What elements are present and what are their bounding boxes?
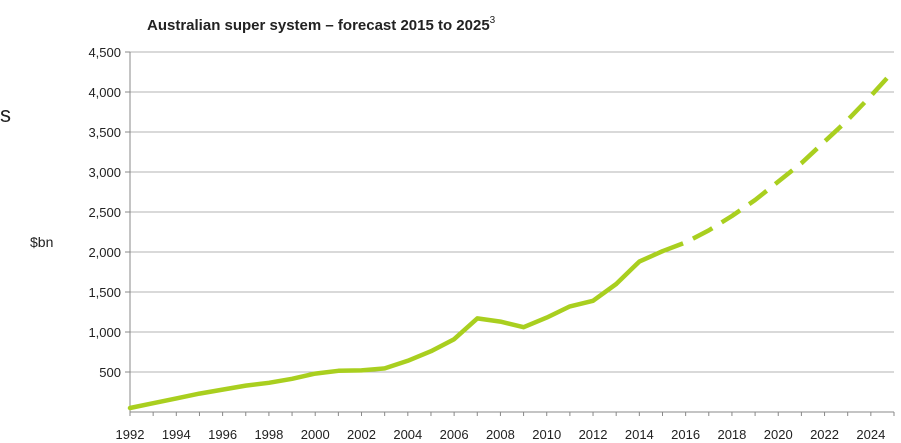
series-line-dashed — [661, 68, 896, 254]
y-axis-label: $bn — [30, 234, 53, 250]
x-tick-label-2020: 2020 — [764, 427, 793, 442]
x-tick-label-2016: 2016 — [671, 427, 700, 442]
y-tick-label-2000: 2,000 — [88, 245, 121, 260]
x-tick-label-2022: 2022 — [810, 427, 839, 442]
x-tick-label-1994: 1994 — [162, 427, 191, 442]
y-tick-label-1000: 1,000 — [88, 325, 121, 340]
y-tick-label-500: 500 — [99, 365, 121, 380]
y-tick-label-1500: 1,500 — [88, 285, 121, 300]
axes — [125, 51, 895, 416]
left-edge-text-fragment: s — [0, 102, 11, 127]
y-tick-label-3500: 3,500 — [88, 125, 121, 140]
y-tick-labels: 500 1,000 1,500 2,000 2,500 3,000 3,500 4,000 4,… — [88, 45, 121, 380]
y-tick-label-3000: 3,000 — [88, 165, 121, 180]
gridlines — [130, 51, 894, 373]
series-line-solid — [127, 248, 665, 411]
chart-title: Australian super system – forecast 2015 … — [147, 15, 496, 34]
y-tick-label-4000: 4,000 — [88, 85, 121, 100]
x-tick-label-2002: 2002 — [347, 427, 376, 442]
x-tick-label-1992: 1992 — [116, 427, 145, 442]
y-tick-label-2500: 2,500 — [88, 205, 121, 220]
x-tick-label-2010: 2010 — [532, 427, 561, 442]
y-tick-label-4500: 4,500 — [88, 45, 121, 60]
chart-title-main: Australian super system – forecast 2015 … — [147, 17, 490, 34]
x-tick-label-1996: 1996 — [208, 427, 237, 442]
x-tick-labels: 1992 1994 1996 1998 2000 2002 2004 2006 2008 2010… — [116, 427, 886, 442]
chart-title-superscript: 3 — [490, 15, 496, 26]
x-tick-label-1998: 1998 — [254, 427, 283, 442]
x-tick-label-2008: 2008 — [486, 427, 515, 442]
x-tick-label-2000: 2000 — [301, 427, 330, 442]
series-lines — [127, 68, 896, 411]
x-tick-label-2012: 2012 — [579, 427, 608, 442]
x-tick-label-2004: 2004 — [393, 427, 422, 442]
x-tick-label-2018: 2018 — [717, 427, 746, 442]
x-tick-label-2024: 2024 — [856, 427, 885, 442]
x-tick-label-2006: 2006 — [440, 427, 469, 442]
x-tick-label-2014: 2014 — [625, 427, 654, 442]
